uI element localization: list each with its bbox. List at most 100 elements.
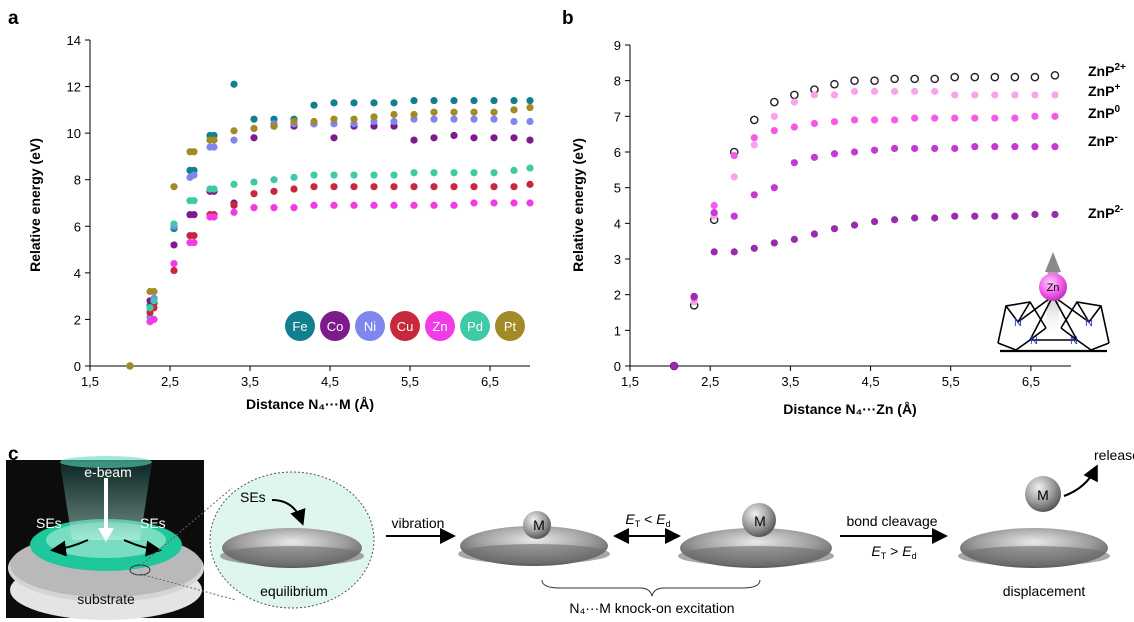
chartB-point-znp2 — [790, 235, 798, 243]
chartA-point-co — [526, 136, 534, 144]
chart-a: 1,5 2,5 3,5 4,5 5,5 6,5 0 2 4 6 8 10 12 14 Relative e… — [27, 33, 534, 412]
chartB-point-znp — [750, 141, 758, 149]
chartA-point-cu — [510, 183, 518, 191]
chartA-point-pd — [146, 304, 154, 312]
chartA-point-pt — [310, 117, 318, 126]
chartB-point-znp — [790, 159, 798, 167]
displacement-label: displacement — [1003, 583, 1086, 599]
chartA-point-cu — [490, 183, 498, 191]
chartB-point-znp2 — [810, 230, 819, 238]
chartB-point-znp — [951, 91, 959, 99]
chartA-point-co — [490, 134, 498, 142]
chartA-point-pt — [490, 108, 498, 116]
chartA-point-cu — [390, 183, 398, 191]
chartA-point-cu — [470, 183, 478, 191]
chartB-point-znp2 — [770, 239, 778, 247]
chartA-point-pd — [490, 169, 498, 177]
chartB-x-tick-label: 6,5 — [1022, 374, 1040, 389]
chartA-point-pd — [470, 169, 478, 177]
metal-label-1: M — [533, 517, 545, 533]
ses-right-label: SEs — [140, 515, 166, 531]
bond-cleavage-label: bond cleavage — [846, 513, 937, 529]
chartA-point-cu — [190, 232, 198, 240]
chartA-point-pt — [350, 115, 358, 123]
chartB-point-znp — [730, 212, 738, 220]
up-arrow-icon — [1045, 252, 1061, 272]
chart-a-legend: Fe Co Ni Cu Zn Pd Pt — [285, 311, 525, 341]
substrate-label: substrate — [77, 591, 135, 607]
chartB-point-znp0 — [1031, 112, 1039, 120]
chartA-point-pd — [210, 185, 218, 193]
legend-a-label-pt: Pt — [504, 319, 517, 334]
chartB-point-znp2 — [749, 115, 759, 125]
chartA-point-fe — [230, 80, 238, 88]
chart-b-legend: ZnP2+ ZnP+ ZnP0 ZnP- ZnP2- — [1088, 62, 1126, 221]
chartB-point-znp2 — [670, 362, 678, 370]
chartB-point-znp — [810, 153, 819, 161]
chartB-point-znp2 — [930, 74, 939, 84]
chartB-point-znp — [1011, 91, 1019, 99]
chartB-point-znp — [770, 112, 778, 120]
chartA-point-fe — [470, 96, 478, 105]
chartB-point-znp2 — [990, 72, 1000, 82]
chartA-point-pt — [126, 362, 134, 370]
chartA-point-pt — [210, 136, 218, 144]
chartA-point-zn — [510, 199, 518, 207]
n-atom-4: N — [1070, 335, 1078, 347]
chartB-point-znp — [911, 144, 919, 153]
chartA-point-ni — [190, 171, 198, 179]
chartB-point-znp — [1031, 143, 1039, 151]
equilibrium-label: equilibrium — [260, 583, 328, 599]
released-metal-atom — [1025, 476, 1061, 512]
chartA-y-tick-label: 0 — [74, 359, 81, 374]
chartA-point-ni — [230, 136, 238, 144]
chartA-x-tick-label: 4,5 — [321, 374, 339, 389]
legend-a-swatch-zn — [425, 311, 455, 341]
chartB-point-znp — [730, 173, 738, 181]
chartA-point-pd — [510, 166, 518, 174]
chartB-point-znp2 — [891, 216, 899, 224]
chartB-point-znp — [1031, 91, 1039, 99]
chartA-y-tick-label: 14 — [67, 33, 81, 48]
chartB-point-znp2 — [931, 214, 939, 222]
chartA-point-ni — [526, 117, 534, 126]
legend-a-swatch-fe — [285, 311, 315, 341]
chartA-point-cu — [310, 183, 318, 191]
chartB-point-znp — [931, 87, 939, 95]
legend-b-label-znp: ZnP- — [1088, 132, 1118, 149]
chartB-point-znp0 — [790, 123, 798, 131]
chartB-point-znp — [770, 184, 778, 192]
chartB-point-znp0 — [830, 118, 839, 126]
chartB-y-tick-label: 9 — [614, 38, 621, 53]
molecule-m-state-2: M — [678, 503, 834, 568]
chartB-point-znp2 — [951, 212, 959, 220]
zinc-porphyrin-structure: N N N N Zn — [997, 252, 1110, 353]
legend-a-swatch-ni — [355, 311, 385, 341]
chartA-point-zn — [490, 199, 498, 207]
chartB-point-znp0 — [931, 114, 939, 122]
chartB-x-tick-label: 3,5 — [781, 374, 799, 389]
legend-a-swatch-pt — [495, 311, 525, 341]
chartB-point-znp — [850, 148, 859, 156]
chartA-point-pd — [250, 178, 258, 186]
legend-a-label-fe: Fe — [292, 319, 307, 334]
legend-a-label-co: Co — [327, 319, 344, 334]
chartA-point-pd — [330, 171, 338, 179]
chartA-point-co — [470, 134, 478, 142]
chartB-point-znp2 — [690, 292, 698, 301]
chartB-point-znp — [710, 209, 718, 217]
legend-b-label-znp0: ZnP0 — [1088, 104, 1120, 121]
chartB-point-znp2 — [750, 244, 758, 252]
chartA-point-fe — [490, 96, 498, 105]
chartA-point-pd — [150, 297, 158, 305]
chartB-point-znp2 — [971, 212, 979, 220]
chartA-point-zn — [250, 204, 258, 212]
legend-b-label-znp2: ZnP2+ — [1088, 62, 1126, 79]
chartA-x-tick-label: 1,5 — [81, 374, 99, 389]
chartA-point-fe — [510, 96, 518, 105]
chartA-point-pd — [430, 169, 438, 177]
ebeam-label: e-beam — [84, 464, 131, 480]
chartA-point-fe — [430, 96, 438, 105]
panel-label-a: a — [8, 8, 19, 29]
chartB-y-tick-label: 3 — [614, 252, 621, 267]
